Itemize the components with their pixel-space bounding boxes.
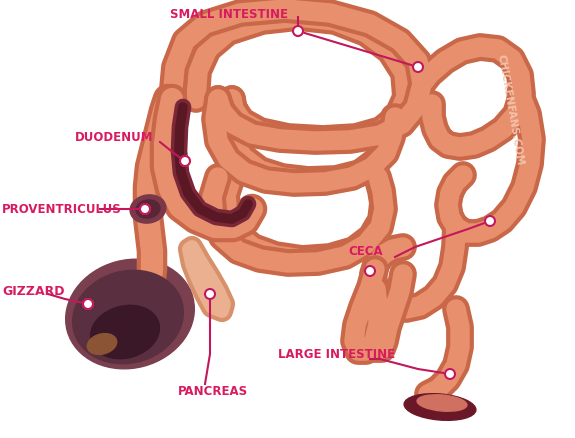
Text: LARGE INTESTINE: LARGE INTESTINE [278,348,395,360]
Text: PANCREAS: PANCREAS [178,385,248,398]
Circle shape [83,299,93,309]
Text: SMALL INTESTINE: SMALL INTESTINE [170,7,288,21]
Circle shape [365,266,375,276]
Text: GIZZARD: GIZZARD [2,285,64,298]
Circle shape [485,216,495,226]
Text: CECA: CECA [348,245,382,258]
Ellipse shape [136,201,160,219]
Ellipse shape [66,260,194,369]
Circle shape [445,369,455,379]
Ellipse shape [72,271,183,364]
Circle shape [140,205,150,215]
Circle shape [293,27,303,37]
Ellipse shape [404,394,476,420]
Ellipse shape [130,195,166,224]
Ellipse shape [87,334,117,355]
Circle shape [180,157,190,166]
Circle shape [413,63,423,73]
Ellipse shape [90,306,159,359]
Text: DUODENUM: DUODENUM [75,131,154,144]
Ellipse shape [417,395,467,411]
Text: CHICKENFANS.COM: CHICKENFANS.COM [495,53,525,166]
Text: PROVENTRICULUS: PROVENTRICULUS [2,203,122,216]
Circle shape [205,290,215,299]
